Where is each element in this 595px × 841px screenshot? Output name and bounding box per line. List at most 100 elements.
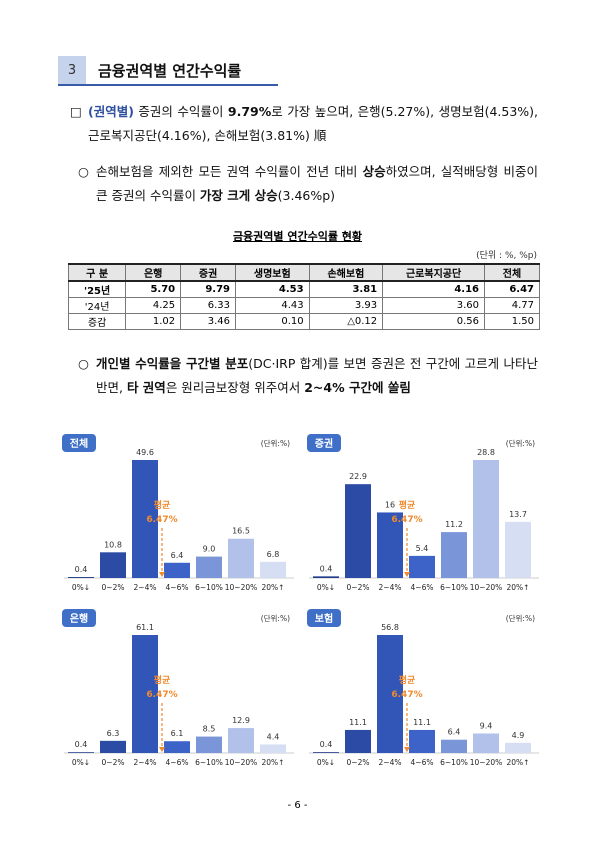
bar: [345, 729, 371, 753]
value-label: 5.4: [416, 544, 429, 553]
chart-label-box: [307, 609, 341, 627]
value-label: 0.4: [75, 740, 88, 749]
annotation: 평균: [154, 674, 171, 686]
bar: [313, 576, 339, 578]
annotation: 평균: [399, 674, 416, 686]
bar: [260, 744, 286, 753]
bar: [68, 577, 94, 578]
text-run: (권역별): [88, 104, 134, 119]
arrow-head: [159, 747, 165, 752]
category-label: 0%↓: [317, 583, 335, 592]
bar: [228, 728, 254, 753]
bar: [441, 739, 467, 753]
category-label: 0%↓: [72, 583, 90, 592]
bar: [473, 733, 499, 753]
table-cell: 6.47: [484, 280, 540, 298]
table-cell: 3.81: [308, 280, 384, 298]
chart-title: 은행: [70, 612, 88, 625]
value-label: 22.9: [349, 472, 367, 481]
bullet: ○: [78, 356, 89, 371]
bar: [313, 752, 339, 753]
text-run: 로 가장 높으며, 은행(5.27%), 생명보험(4.53%), 근로복지공단…: [88, 104, 538, 143]
chart-title: 전체: [70, 437, 88, 450]
bar: [409, 555, 435, 578]
category-label: 2~4%: [134, 758, 157, 767]
category-label: 10~20%: [470, 583, 503, 592]
header-cell: 근로복지공단: [382, 263, 486, 282]
table-cell: 5.70: [125, 280, 182, 298]
chart-unit: (단위:%): [261, 613, 290, 623]
chart-label-box: [307, 434, 341, 452]
page-number: - 6 -: [287, 800, 308, 811]
annotation: 6.47%: [391, 690, 422, 700]
bar: [441, 532, 467, 578]
annotation: 6.47%: [146, 690, 177, 700]
chart-label-box: [62, 609, 96, 627]
table-row: '25년 5.70 9.79 4.53 3.81 4.16 6.47: [67, 280, 540, 298]
section-title: 금융권역별 연간수익률: [98, 61, 242, 80]
bar: [132, 460, 158, 578]
bar: [505, 742, 531, 753]
paragraph: □ (권역별) 증권의 수익률이 9.79%로 가장 높으며, 은행(5.27%)…: [70, 100, 538, 148]
chart-title: 보험: [315, 612, 333, 625]
text-run: 9.79%: [227, 104, 272, 119]
table-cell: 3.60: [382, 297, 486, 314]
table-cell: 1.02: [125, 313, 182, 330]
category-label: 10~20%: [470, 758, 503, 767]
value-label: 13.7: [509, 510, 527, 519]
category-label: 0~2%: [102, 758, 125, 767]
text-run: 가장 크게 상승: [199, 188, 278, 203]
category-label: 4~6%: [411, 758, 434, 767]
category-label: 20%↑: [507, 583, 530, 592]
category-label: 0%↓: [317, 758, 335, 767]
table-cell: 3.93: [308, 297, 384, 314]
header-cell: 생명보험: [235, 263, 310, 282]
bullet: □: [70, 104, 82, 119]
bar: [505, 521, 531, 578]
value-label: 0.4: [320, 564, 333, 573]
bullet: ○: [78, 164, 89, 179]
bar: [228, 538, 254, 578]
chart-unit: (단위:%): [506, 613, 535, 623]
text-run: 은 원리금보장형 위주여서: [165, 380, 305, 395]
value-label: 28.8: [477, 448, 495, 457]
table-cell: 4.25: [125, 297, 182, 314]
category-label: 6~10%: [440, 758, 468, 767]
category-label: 4~6%: [411, 583, 434, 592]
text-run: 손해보험을 제외한 모든 권역 수익률이 전년 대비: [96, 164, 363, 179]
table-cell: 3.46: [180, 313, 237, 330]
table-cell: 4.43: [235, 297, 310, 314]
category-label: 20%↑: [507, 758, 530, 767]
table-cell: 증감: [67, 313, 127, 330]
table-cell: '24년: [67, 297, 127, 314]
value-label: 0.4: [75, 565, 88, 574]
category-label: 20%↑: [262, 583, 285, 592]
annotation: 6.47%: [391, 515, 422, 525]
value-label: 6.1: [171, 729, 184, 738]
table-cell: 4.53: [235, 280, 310, 298]
bar: [377, 635, 403, 753]
bar: [196, 736, 222, 753]
section-header: 3 금융권역별 연간수익률: [58, 56, 278, 86]
bar: [132, 635, 158, 753]
annotation: 6.47%: [146, 515, 177, 525]
category-label: 6~10%: [195, 583, 223, 592]
chart-unit: (단위:%): [261, 438, 290, 448]
bar-chart: 증권 (단위:%) 0.4 0%↓ 22.9 0~2% 16 2~4% 5.4 4~6% 11.2 6…: [307, 434, 539, 592]
table-cell: △0.12: [308, 313, 384, 330]
arrow-head: [404, 747, 410, 752]
chart-title: 증권: [315, 438, 333, 450]
paragraph: ○ 손해보험을 제외한 모든 권역 수익률이 전년 대비 상승하였으며, 실적배당…: [78, 160, 538, 208]
annotation: 평균: [399, 499, 416, 511]
table: 구 분 은행 증권 생명보험 손해보험 근로복지공단 전체 '25년 5.70 9.79 4.53 3…: [67, 263, 540, 330]
text-run: 타 권역: [126, 380, 166, 395]
category-label: 0~2%: [347, 583, 370, 592]
table-cell: 4.77: [484, 297, 540, 314]
category-label: 4~6%: [166, 583, 189, 592]
value-label: 6.4: [448, 728, 461, 737]
value-label: 61.1: [136, 623, 154, 632]
value-label: 6.3: [107, 729, 120, 738]
bar: [409, 729, 435, 753]
table-row: '24년 4.25 6.33 4.43 3.93 3.60 4.77: [67, 297, 540, 314]
